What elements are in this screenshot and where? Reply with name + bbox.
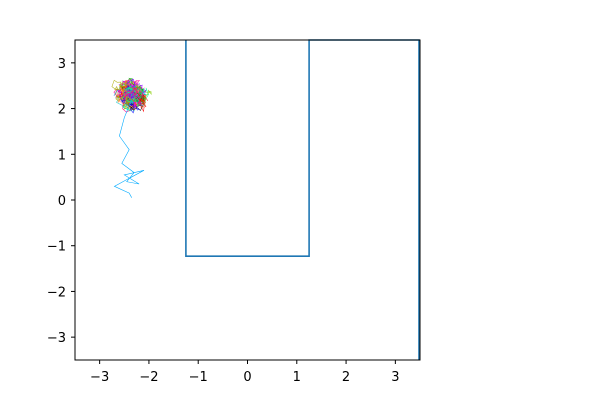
y-tick-label: 1 (58, 148, 66, 163)
x-axis-ticks: −3 −2 −1 0 1 2 3 (90, 360, 399, 385)
x-tick-label: −3 (90, 370, 109, 385)
x-tick-label: −1 (189, 370, 208, 385)
x-tick-label: 2 (342, 370, 350, 385)
y-tick-label: 2 (58, 103, 66, 118)
x-tick-label: 0 (243, 370, 251, 385)
y-tick-label: −1 (47, 240, 66, 255)
y-axis-ticks: −3 −2 −1 0 1 2 3 (47, 57, 75, 346)
trajectory-42 (115, 87, 144, 105)
y-tick-label: 3 (58, 57, 66, 72)
y-tick-label: 0 (58, 194, 66, 209)
trajectory-long-tail (113, 99, 145, 198)
x-tick-label: 1 (293, 370, 301, 385)
y-tick-label: −2 (47, 285, 66, 300)
boundary-line (185, 39, 420, 360)
trajectory-41 (121, 85, 141, 107)
x-tick-label: −2 (139, 370, 158, 385)
y-tick-label: −3 (47, 331, 66, 346)
trajectory-traces (111, 77, 152, 198)
x-tick-label: 3 (391, 370, 399, 385)
